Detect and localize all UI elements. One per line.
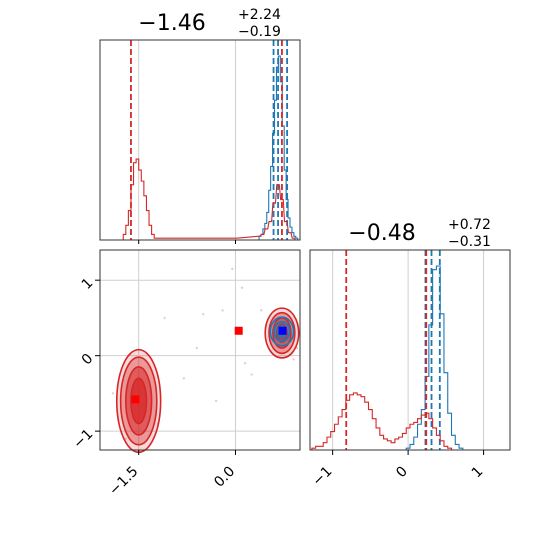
- right-panel-title: −0.48 +0.72−0.31: [348, 217, 491, 250]
- x-tick-label: 0.0: [211, 464, 238, 491]
- right-hist-series-1: [311, 392, 453, 450]
- scatter-point: [221, 309, 224, 312]
- title-value: −0.48: [348, 221, 415, 246]
- marker-0: [234, 326, 243, 335]
- marker-2: [131, 395, 140, 404]
- scatter-point: [214, 399, 218, 403]
- x-tick-label: 0: [393, 464, 411, 482]
- top-panel-title: −1.46 +2.24−0.19: [138, 7, 281, 40]
- title-upper-error: +2.24: [238, 7, 281, 23]
- scatter-point: [195, 346, 198, 350]
- scatter-point: [202, 312, 205, 316]
- y-tick-label: −1: [70, 426, 96, 452]
- bottom-right-histogram-panel: −1 0 1: [309, 249, 511, 490]
- title-value: −1.46: [138, 11, 205, 36]
- scatter-point: [292, 358, 295, 361]
- right-hist-series-0: [402, 265, 464, 451]
- axes-frame: [99, 39, 301, 241]
- x-tick-label: −1: [310, 464, 336, 490]
- title-upper-error: +0.72: [448, 217, 491, 233]
- marker-1: [278, 326, 287, 335]
- x-tick-label: 1: [469, 464, 487, 482]
- y-tick-label: 1: [79, 275, 97, 293]
- scatter-point: [124, 437, 128, 440]
- scatter-point: [163, 316, 166, 320]
- scatter-point: [240, 286, 244, 289]
- scatter-point: [243, 362, 247, 365]
- title-lower-error: −0.19: [238, 24, 281, 40]
- scatter-point: [182, 377, 186, 380]
- x-tick-label: −1.5: [106, 464, 141, 499]
- axes-frame: [309, 249, 511, 451]
- title-lower-error: −0.31: [448, 234, 491, 250]
- y-tick-label: 0: [79, 351, 97, 369]
- scatter-point: [231, 267, 234, 271]
- bottom-left-contour-panel: −1.5 0.0 −1 0 1: [70, 249, 301, 499]
- scatter-point: [260, 309, 263, 312]
- scatter-point: [111, 392, 115, 395]
- axes-frame: [99, 249, 301, 451]
- top-hist-series-1: [122, 158, 296, 240]
- scatter-point: [250, 373, 253, 376]
- top-left-histogram-panel: [99, 39, 301, 244]
